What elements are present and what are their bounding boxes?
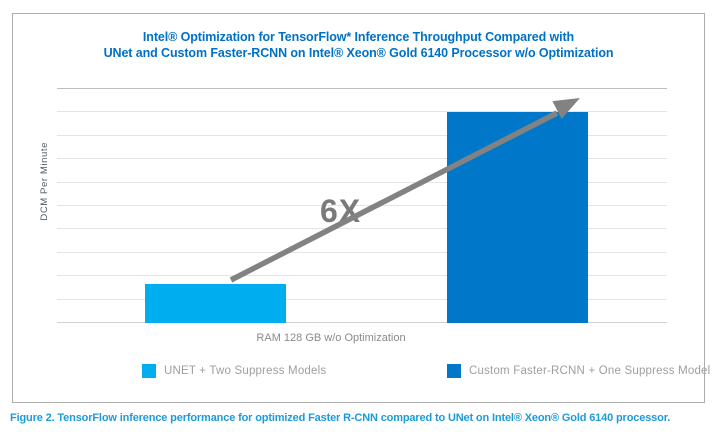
bar-unet bbox=[145, 284, 286, 323]
gridline bbox=[57, 159, 667, 183]
legend-item-faster-rcnn: Custom Faster-RCNN + One Suppress Model bbox=[447, 364, 710, 378]
gridline bbox=[57, 89, 667, 113]
trend-arrow-shaft bbox=[229, 110, 559, 283]
x-axis-label: RAM 128 GB w/o Optimization bbox=[256, 332, 406, 344]
gridline bbox=[57, 253, 667, 277]
y-axis-label: DCM Per Minute bbox=[39, 142, 50, 221]
gridline bbox=[57, 229, 667, 253]
chart-title-line-1: Intel® Optimization for TensorFlow* Infe… bbox=[142, 30, 575, 44]
gridline bbox=[57, 136, 667, 160]
gridline bbox=[57, 276, 667, 300]
legend-label-faster-rcnn: Custom Faster-RCNN + One Suppress Model bbox=[469, 365, 711, 377]
legend-item-unet: UNET + Two Suppress Models bbox=[142, 364, 326, 378]
chart-frame: Intel® Optimization for TensorFlow* Infe… bbox=[12, 13, 710, 403]
trend-arrow bbox=[229, 98, 580, 283]
chart-title-line-2: UNet and Custom Faster-RCNN on Intel® Xe… bbox=[103, 46, 614, 60]
trend-arrowhead-icon bbox=[552, 98, 580, 119]
bar-faster-rcnn bbox=[447, 112, 588, 323]
gridline bbox=[57, 300, 667, 324]
gridlines bbox=[57, 89, 667, 324]
plot-area: 6X bbox=[57, 88, 667, 324]
chart-title: Intel® Optimization for TensorFlow* Infe… bbox=[13, 29, 704, 61]
figure-caption: Figure 2. TensorFlow inference performan… bbox=[10, 412, 671, 424]
gridline bbox=[57, 112, 667, 136]
gridline bbox=[57, 206, 667, 230]
legend-label-unet: UNET + Two Suppress Models bbox=[164, 365, 327, 377]
legend-swatch-faster-rcnn-icon bbox=[447, 364, 461, 378]
gridline bbox=[57, 183, 667, 207]
legend-swatch-unet-icon bbox=[142, 364, 156, 378]
